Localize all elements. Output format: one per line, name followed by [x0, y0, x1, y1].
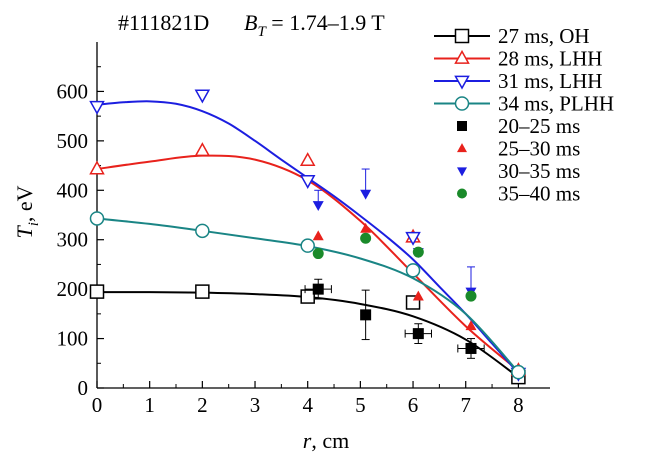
data-point — [412, 246, 424, 258]
legend-marker — [457, 167, 467, 177]
legend-label: 27 ms, OH — [498, 24, 590, 48]
x-tick-label: 1 — [144, 393, 155, 417]
data-point — [360, 309, 372, 321]
svg-text:r, cm: r, cm — [303, 428, 349, 453]
data-point — [511, 364, 526, 380]
legend-item: 35–40 ms — [457, 182, 580, 206]
series-0 — [89, 284, 526, 385]
data-point — [194, 142, 211, 157]
series-3 — [89, 211, 526, 380]
legend-marker — [454, 28, 470, 44]
data-point — [89, 160, 105, 175]
legend-marker — [457, 143, 467, 153]
y-tick-label: 0 — [78, 376, 89, 400]
x-tick-label: 0 — [92, 393, 103, 417]
title-shot: #111821D — [118, 10, 209, 35]
series-7 — [312, 232, 477, 302]
data-point — [89, 211, 105, 226]
data-point — [360, 222, 372, 233]
y-tick-label: 400 — [57, 178, 89, 202]
y-tick-label: 500 — [57, 129, 89, 153]
x-tick-label: 7 — [460, 393, 471, 417]
data-point — [360, 189, 372, 200]
y-tick-label: 300 — [57, 228, 89, 252]
x-tick-label: 2 — [197, 393, 208, 417]
data-point — [299, 152, 316, 167]
title-field: BT = 1.74–1.9 T — [244, 10, 385, 40]
data-point — [465, 290, 477, 302]
legend-item: 20–25 ms — [457, 114, 580, 138]
data-point — [405, 231, 421, 246]
y-tick-label: 100 — [57, 327, 89, 351]
legend-label: 31 ms, LHH — [498, 69, 602, 93]
legend-label: 30–35 ms — [498, 159, 580, 183]
legend-label: 28 ms, LHH — [498, 47, 602, 71]
data-point — [412, 328, 424, 340]
legend-marker — [457, 121, 467, 131]
data-point — [312, 283, 324, 295]
legend-marker — [454, 96, 470, 111]
data-point — [360, 232, 372, 244]
data-point — [195, 284, 210, 299]
series-6 — [312, 168, 477, 298]
legend-item: 25–30 ms — [457, 137, 580, 161]
data-point — [405, 263, 421, 278]
data-point — [412, 290, 424, 301]
data-point — [300, 289, 315, 304]
x-tick-label: 8 — [513, 393, 524, 417]
legend-label: 35–40 ms — [498, 182, 580, 206]
data-point — [300, 238, 315, 253]
x-tick-label: 4 — [302, 393, 313, 417]
legend-label: 25–30 ms — [498, 137, 580, 161]
legend-marker — [457, 188, 467, 199]
data-point — [465, 320, 477, 331]
data-point — [89, 100, 105, 115]
series-5 — [312, 222, 477, 331]
x-tick-label: 6 — [408, 393, 419, 417]
data-point — [312, 201, 324, 212]
data-point — [312, 248, 324, 260]
legend-marker — [454, 49, 470, 64]
data-point — [465, 342, 477, 354]
series-4 — [304, 278, 485, 359]
data-point — [312, 230, 324, 241]
data-point — [194, 89, 211, 104]
y-axis-label: Ti, eV — [12, 185, 42, 238]
data-point — [89, 284, 105, 299]
legend-item: 28 ms, LHH — [434, 47, 602, 71]
series-curve-1 — [96, 154, 520, 372]
legend-item: 34 ms, PLHH — [434, 92, 614, 116]
x-tick-label: 3 — [250, 393, 261, 417]
chart-title: #111821D BT = 1.74–1.9 T — [118, 10, 385, 40]
legend-item: 31 ms, LHH — [434, 69, 602, 93]
legend-label: 20–25 ms — [498, 114, 580, 138]
data-point — [299, 174, 316, 189]
legend-marker — [454, 75, 470, 90]
legend-item: 30–35 ms — [457, 159, 580, 183]
y-tick-label: 200 — [57, 277, 89, 301]
legend-label: 34 ms, PLHH — [498, 92, 614, 116]
series-curve-2 — [96, 100, 520, 374]
data-point — [195, 223, 210, 239]
x-tick-label: 5 — [355, 393, 366, 417]
y-tick-label: 600 — [57, 79, 89, 103]
legend-item: 27 ms, OH — [434, 24, 590, 48]
svg-text:Ti, eV: Ti, eV — [12, 185, 42, 238]
x-axis-label: r, cm — [303, 428, 349, 453]
